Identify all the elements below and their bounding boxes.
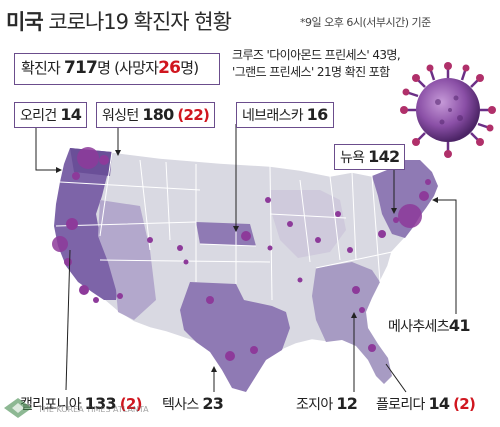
page-title: 미국 코로나19 확진자 현황	[6, 6, 232, 36]
leader-florida	[385, 363, 407, 393]
state-label-massachusetts: 메사추세츠41	[388, 315, 470, 338]
credit-text: THE KOREA TIMES ATLANTA	[37, 405, 149, 414]
state-count: 14	[60, 105, 82, 124]
leader-arrowheads	[56, 150, 438, 372]
midwest-region	[270, 190, 346, 258]
leader-california	[65, 249, 71, 391]
state-label-florida: 플로리다 14 (2)	[376, 393, 476, 416]
state-name: 플로리다	[376, 397, 425, 413]
state-count: 180	[142, 105, 174, 124]
state-count: 142	[368, 147, 400, 166]
title-country: 미국	[6, 10, 44, 34]
state-label-california: 캘리포니아 133 (2)	[20, 393, 143, 416]
state-name: 네브래스카	[242, 108, 304, 124]
state-count: 23	[202, 394, 224, 413]
time-basis-note: *9일 오후 6시(서부시간) 기준	[300, 16, 431, 29]
dot-seattle	[77, 147, 99, 169]
state-count: 41	[448, 316, 471, 335]
state-deaths: (22)	[177, 106, 210, 124]
nebraska-region	[196, 222, 256, 246]
state-borders	[55, 151, 393, 301]
state-name: 메사추세츠	[388, 319, 450, 335]
state-count: 14	[428, 394, 451, 413]
dot-sf	[52, 236, 68, 252]
dot-nyc	[398, 204, 422, 228]
total-count: 717	[63, 58, 98, 78]
state-name: 워싱턴	[102, 108, 139, 124]
state-name: 캘리포니아	[20, 397, 82, 413]
state-name: 조지아	[296, 397, 333, 413]
cruise-note-line2: '그랜드 프린세스' 21명 확진 포함	[232, 65, 390, 79]
texas-region	[180, 282, 290, 392]
state-count: 16	[306, 105, 329, 124]
state-label-georgia: 조지아 12	[296, 393, 358, 416]
state-label-oregon: 오리건 14	[14, 102, 88, 128]
coronavirus-icon	[400, 62, 496, 158]
cruise-note-line1: 크루즈 '다이아몬드 프린세스' 43명,	[232, 48, 401, 62]
state-label-texas: 텍사스 23	[162, 393, 224, 416]
state-count: 133	[84, 394, 117, 413]
state-label-washington: 워싱턴 180 (22)	[96, 102, 216, 128]
total-label: 확진자	[21, 59, 61, 77]
leader-oregon	[35, 124, 56, 171]
southeast-region	[312, 262, 392, 384]
deaths-suffix: 명)	[180, 59, 199, 77]
state-deaths: (2)	[119, 395, 143, 413]
deaths-count: 26	[158, 58, 181, 78]
case-dots	[52, 147, 431, 361]
state-deaths: (2)	[453, 395, 476, 413]
state-label-newyork: 뉴욕 142	[334, 144, 406, 170]
cruise-note: 크루즈 '다이아몬드 프린세스' 43명, '그랜드 프린세스' 21명 확진 …	[232, 47, 401, 81]
state-label-nebraska: 네브래스카 16	[236, 102, 334, 128]
state-name: 뉴욕	[340, 150, 365, 166]
deaths-prefix: (사망자	[114, 59, 159, 77]
total-unit: 명	[97, 59, 111, 77]
state-count: 12	[336, 394, 358, 413]
leader-lines	[35, 124, 457, 393]
state-name: 오리건	[20, 108, 57, 124]
state-name: 텍사스	[162, 397, 199, 413]
leader-massachusetts	[438, 199, 457, 314]
title-rest: 코로나19 확진자 현황	[42, 10, 232, 34]
northeast-region	[372, 160, 438, 238]
total-cases-box: 확진자 717명 (사망자26명)	[14, 53, 220, 85]
publisher-logo: THE KOREA TIMES ATLANTA	[4, 398, 149, 418]
